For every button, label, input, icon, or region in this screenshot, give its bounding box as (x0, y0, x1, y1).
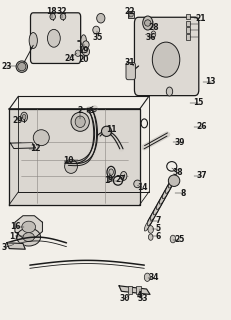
Text: 15: 15 (192, 98, 202, 107)
Ellipse shape (144, 20, 150, 26)
Ellipse shape (81, 35, 86, 46)
Ellipse shape (23, 233, 34, 242)
Text: 12: 12 (30, 144, 41, 153)
Bar (185, 28, 189, 33)
Text: 16: 16 (10, 222, 20, 231)
Text: 32: 32 (56, 7, 67, 16)
Text: 37: 37 (195, 172, 206, 180)
Ellipse shape (147, 214, 153, 226)
Ellipse shape (17, 228, 40, 246)
Text: 29: 29 (12, 116, 22, 125)
Ellipse shape (159, 193, 165, 204)
Circle shape (151, 31, 155, 37)
Bar (136, 285, 140, 294)
Text: 13: 13 (205, 77, 215, 86)
Ellipse shape (144, 220, 150, 231)
Ellipse shape (75, 116, 85, 127)
Ellipse shape (33, 130, 49, 146)
Circle shape (47, 29, 60, 47)
Ellipse shape (92, 26, 99, 34)
Text: 14: 14 (136, 183, 147, 192)
Text: 4: 4 (137, 291, 142, 300)
Text: 20: 20 (78, 55, 88, 64)
Text: 36: 36 (145, 33, 156, 42)
Bar (185, 35, 189, 40)
Text: 8: 8 (180, 189, 185, 198)
Text: 28: 28 (148, 23, 158, 32)
Circle shape (166, 87, 172, 96)
Text: 1: 1 (103, 176, 109, 185)
Ellipse shape (165, 182, 171, 193)
FancyBboxPatch shape (125, 62, 135, 80)
Ellipse shape (22, 221, 35, 233)
Text: 10: 10 (63, 156, 74, 164)
Text: 2: 2 (77, 106, 82, 115)
Text: 39: 39 (174, 138, 184, 147)
Text: 34: 34 (148, 273, 158, 282)
Text: 21: 21 (194, 14, 205, 23)
Ellipse shape (168, 175, 179, 187)
Polygon shape (119, 286, 149, 294)
Circle shape (21, 112, 27, 122)
Text: 24: 24 (64, 53, 75, 62)
Text: 23: 23 (2, 61, 12, 70)
Ellipse shape (133, 180, 140, 188)
Bar (185, 14, 189, 19)
Ellipse shape (16, 61, 27, 72)
Text: 38: 38 (171, 168, 182, 177)
Ellipse shape (71, 112, 89, 131)
Ellipse shape (153, 204, 159, 215)
Text: 30: 30 (119, 294, 130, 303)
Bar (185, 21, 189, 26)
Text: 18: 18 (46, 7, 57, 16)
Text: 9: 9 (107, 175, 112, 184)
Ellipse shape (29, 33, 37, 49)
Ellipse shape (64, 159, 77, 173)
Ellipse shape (152, 42, 179, 77)
Circle shape (142, 16, 152, 30)
Text: 5: 5 (155, 224, 160, 233)
Text: 6: 6 (155, 232, 160, 241)
Ellipse shape (150, 209, 156, 220)
Polygon shape (7, 243, 25, 249)
Text: 35: 35 (92, 33, 102, 42)
Ellipse shape (82, 48, 89, 56)
Circle shape (170, 235, 175, 243)
Bar (127, 285, 132, 294)
Polygon shape (10, 142, 35, 148)
Text: 33: 33 (137, 294, 148, 303)
Text: 19: 19 (78, 45, 88, 55)
Ellipse shape (60, 13, 65, 20)
Ellipse shape (75, 50, 80, 56)
Text: 22: 22 (124, 7, 134, 16)
Circle shape (144, 273, 150, 281)
Text: 25: 25 (174, 235, 184, 244)
FancyBboxPatch shape (30, 13, 80, 63)
Text: 3: 3 (2, 243, 7, 252)
Ellipse shape (101, 126, 111, 136)
Ellipse shape (96, 13, 104, 23)
Text: 26: 26 (195, 122, 206, 131)
Ellipse shape (168, 177, 174, 188)
Text: 7: 7 (155, 216, 160, 225)
Text: 27: 27 (114, 175, 125, 184)
FancyBboxPatch shape (134, 17, 198, 96)
Ellipse shape (162, 187, 168, 199)
Ellipse shape (156, 198, 162, 210)
Circle shape (148, 234, 152, 240)
Text: 31: 31 (124, 58, 134, 67)
Bar (127, 11, 134, 18)
Circle shape (108, 169, 113, 175)
Circle shape (147, 226, 153, 233)
Ellipse shape (82, 41, 89, 49)
Circle shape (120, 172, 126, 180)
Circle shape (22, 115, 26, 120)
Ellipse shape (18, 62, 26, 71)
Text: 11: 11 (105, 125, 116, 134)
Polygon shape (15, 216, 42, 238)
Ellipse shape (50, 13, 55, 20)
Ellipse shape (128, 12, 133, 17)
Polygon shape (9, 109, 139, 204)
Text: 17: 17 (10, 232, 20, 241)
